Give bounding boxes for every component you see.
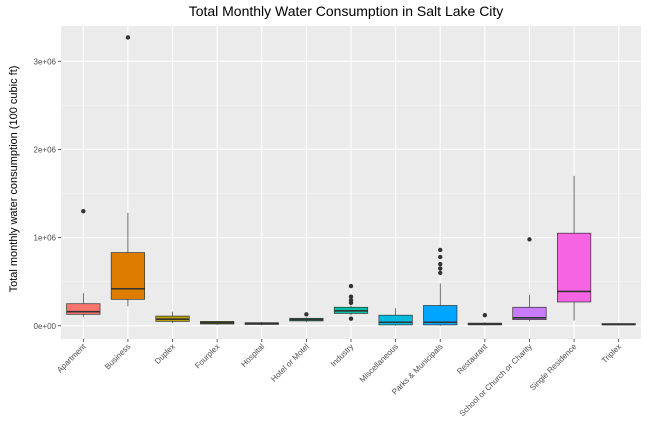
- outlier-point-industry: [348, 316, 354, 321]
- x-tick-label: Hospital: [239, 342, 266, 369]
- outlier-point-parks-municipals: [438, 266, 443, 271]
- outlier-point-parks-municipals: [438, 247, 443, 253]
- box-apartment: [66, 303, 101, 315]
- outlier-point-apartment: [81, 208, 86, 214]
- x-tick-label: Industry: [329, 342, 355, 368]
- y-tick-label: 2e+06: [34, 145, 57, 154]
- outlier-point-restaurant: [482, 312, 488, 318]
- x-tick-label: Apartment: [55, 342, 88, 375]
- plot-area: 0e+00 1e+06 2e+06 3e+06 Apartment Business Dup…: [34, 26, 641, 418]
- x-tick-label: Restaurant: [455, 342, 490, 377]
- outlier-point-parks-municipals: [438, 254, 443, 260]
- outlier-point-industry: [348, 294, 354, 299]
- outlier-point-school-or-church-or-charity: [527, 237, 532, 242]
- outlier-point-parks-municipals: [438, 261, 443, 267]
- x-tick-label: Duplex: [153, 342, 177, 366]
- x-tick-label: Fourplex: [193, 342, 221, 370]
- box-business: [110, 252, 146, 300]
- y-axis-label: Total monthly water consumption (100 cub…: [8, 66, 20, 293]
- chart-title: Total Monthly Water Consumption in Salt …: [189, 3, 504, 19]
- x-tick-label: Triplex: [600, 342, 623, 365]
- y-tick-label: 1e+06: [34, 234, 57, 243]
- box-parks-municipals: [423, 305, 458, 326]
- y-tick-label: 0e+00: [34, 322, 57, 331]
- outlier-point-industry: [348, 283, 354, 289]
- x-tick-label: Hotel or Motel: [269, 342, 311, 384]
- box-single-residence: [556, 232, 592, 303]
- box-school-or-church-or-charity: [512, 306, 547, 320]
- x-tick-label: Single Residence: [528, 342, 579, 393]
- outlier-point-hotel-or-motel: [304, 312, 309, 317]
- x-tick-label: Miscellaneous: [358, 342, 400, 384]
- x-tick-label: School or Church or Charity: [458, 342, 534, 418]
- box-miscellaneous: [378, 314, 413, 326]
- x-tick-label: Parks & Municipals: [390, 342, 444, 396]
- outlier-point-business: [125, 35, 131, 40]
- x-tick-label: Business: [103, 342, 132, 371]
- outlier-point-parks-municipals: [438, 270, 443, 276]
- y-tick-label: 3e+06: [34, 57, 57, 66]
- outlier-point-industry: [348, 298, 354, 303]
